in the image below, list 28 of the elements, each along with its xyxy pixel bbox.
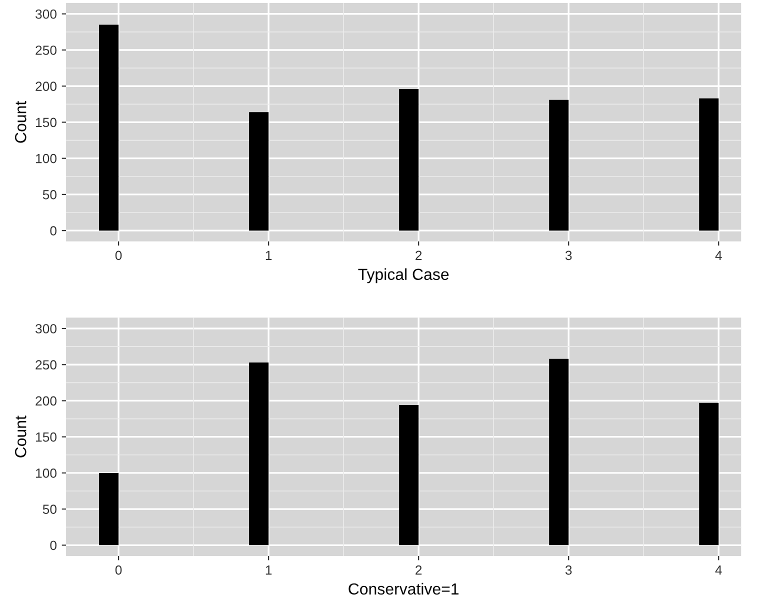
y-tick-label: 100 [36,468,57,478]
x-tick-label: 4 [715,566,722,575]
y-tick-label: 300 [36,324,57,334]
x-tick-label: 3 [565,565,572,575]
x-tick-label: 1 [266,566,272,575]
y-tick-label: 200 [36,82,57,92]
y-axis-title: Count [14,101,26,143]
x-axis-title: Typical Case [358,268,449,284]
x-axis-title: Conservative=1 [348,582,459,595]
y-tick-label: 250 [36,360,57,370]
y-tick-label: 50 [42,190,57,200]
y-tick-label: 150 [36,118,57,128]
x-tick-label: 4 [715,250,722,260]
y-tick-label: 0 [50,226,57,236]
y-tick-label: 150 [36,432,57,442]
x-tick-label: 0 [115,565,122,575]
y-tick-label: 250 [36,46,57,55]
y-tick-label: 300 [36,9,57,19]
x-tick-label: 1 [266,250,272,260]
x-tick-label: 2 [416,250,422,260]
y-tick-label: 0 [50,540,57,550]
x-tick-label: 3 [565,250,572,260]
y-tick-label: 50 [42,504,57,514]
x-tick-label: 0 [115,250,122,260]
y-tick-label: 200 [36,396,57,406]
y-tick-label: 100 [36,154,57,164]
x-tick-label: 2 [416,565,422,575]
y-axis-title: Count [14,416,26,458]
